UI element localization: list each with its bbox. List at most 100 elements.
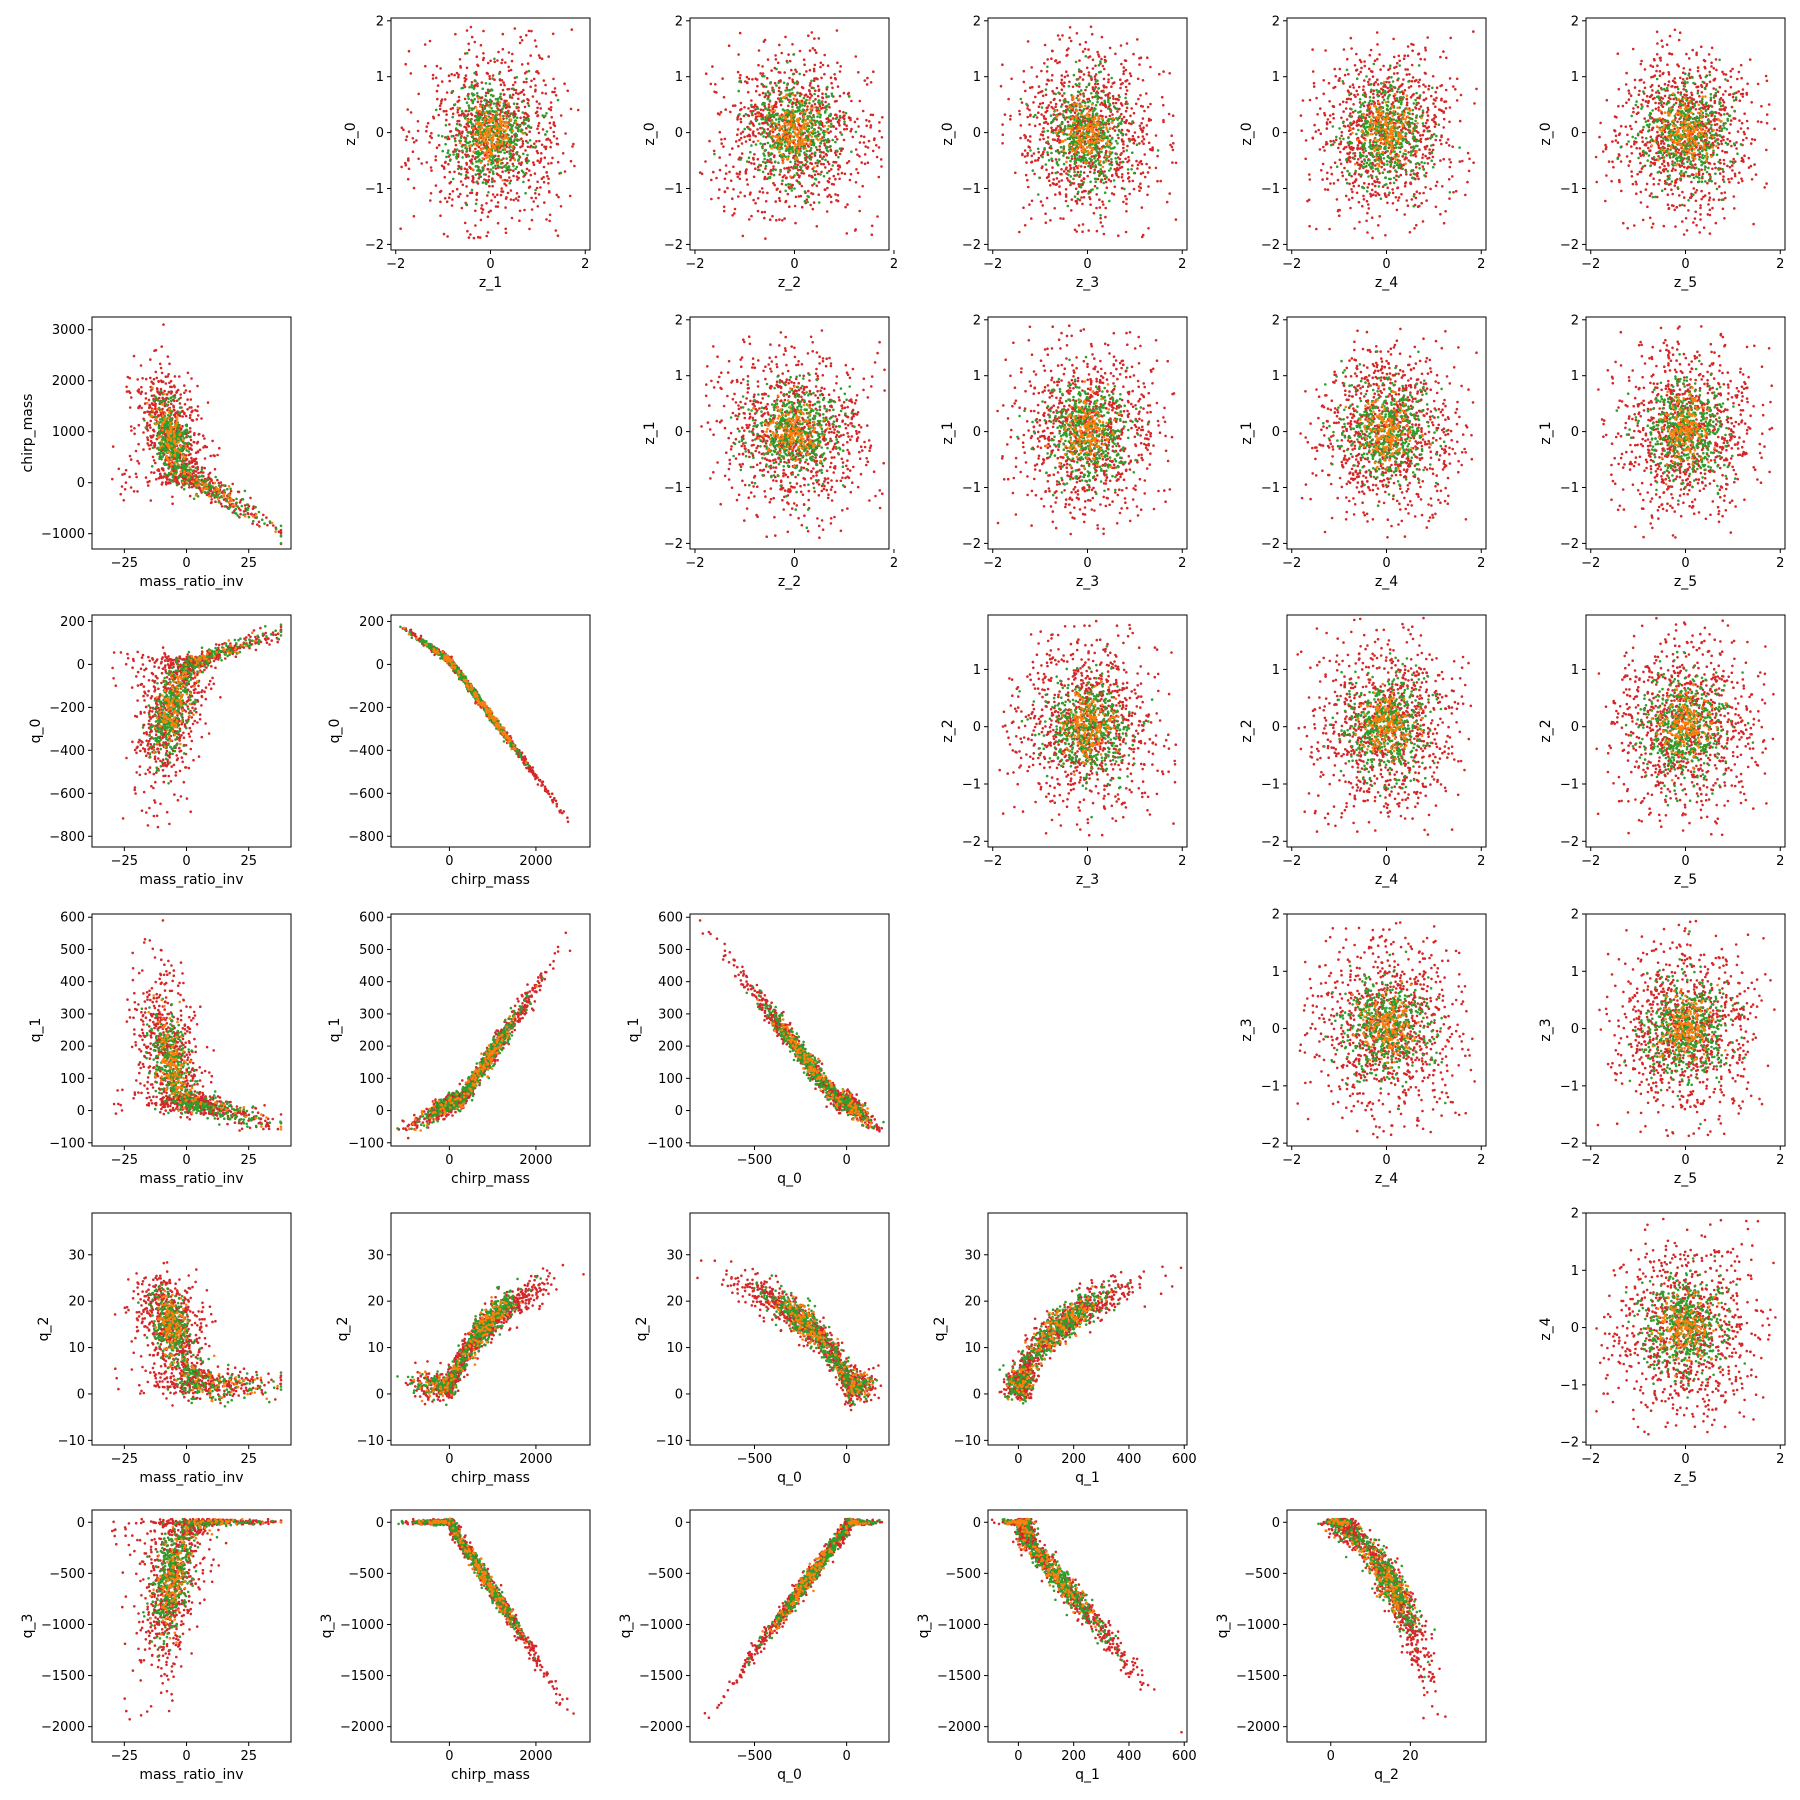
point: [1089, 188, 1093, 192]
point: [407, 130, 411, 133]
point: [863, 162, 867, 166]
point: [722, 145, 725, 148]
point: [783, 174, 786, 177]
point: [790, 186, 793, 190]
point: [1072, 134, 1075, 137]
point: [1116, 133, 1120, 137]
point: [1033, 124, 1037, 128]
point: [570, 28, 574, 31]
point: [1146, 193, 1149, 197]
point: [1138, 124, 1142, 128]
point: [1065, 177, 1069, 180]
point: [465, 29, 469, 32]
point: [812, 67, 816, 71]
point: [798, 103, 802, 106]
point: [800, 135, 803, 138]
point: [773, 109, 777, 112]
point: [1086, 153, 1089, 157]
y-tick-label: 2: [973, 14, 981, 29]
point: [1052, 118, 1055, 122]
point: [556, 98, 560, 102]
point: [490, 159, 494, 162]
point: [508, 123, 512, 127]
point: [719, 110, 723, 114]
point: [758, 190, 762, 193]
point: [469, 25, 473, 29]
point: [496, 221, 500, 225]
point: [1097, 64, 1101, 67]
point: [1322, 92, 1325, 96]
point: [520, 100, 524, 103]
point: [460, 145, 464, 148]
point: [1121, 132, 1125, 136]
point: [832, 174, 836, 178]
point: [502, 114, 505, 118]
point: [1368, 53, 1372, 57]
point: [1058, 141, 1061, 144]
point: [468, 140, 472, 144]
point: [1128, 192, 1131, 196]
point: [1056, 139, 1059, 142]
point: [809, 158, 812, 161]
point: [1034, 113, 1037, 117]
point: [740, 107, 743, 111]
point: [1086, 97, 1089, 101]
point: [775, 113, 779, 117]
point: [750, 111, 754, 115]
point: [444, 123, 448, 127]
point: [478, 129, 482, 133]
point: [710, 197, 713, 201]
point: [1077, 164, 1080, 168]
point: [1101, 132, 1104, 136]
point: [1422, 129, 1426, 132]
point: [739, 132, 743, 135]
point: [764, 92, 767, 95]
point: [501, 58, 504, 62]
point: [505, 150, 509, 154]
point: [808, 96, 812, 100]
point: [798, 72, 801, 76]
point: [791, 78, 794, 81]
point: [1145, 162, 1148, 166]
point: [472, 87, 476, 90]
point: [782, 81, 786, 85]
point: [856, 171, 860, 175]
point: [491, 157, 495, 160]
point: [829, 76, 833, 79]
point: [1377, 224, 1380, 227]
point: [487, 191, 490, 194]
point: [764, 135, 768, 139]
point: [1143, 153, 1146, 156]
point: [866, 146, 870, 149]
point: [807, 145, 810, 148]
point: [496, 150, 500, 154]
point: [554, 229, 558, 232]
point: [751, 78, 754, 81]
point: [1109, 147, 1113, 150]
point: [783, 95, 787, 99]
point: [476, 235, 480, 239]
point: [811, 184, 814, 187]
point: [817, 101, 820, 104]
point: [1050, 129, 1054, 132]
point: [1028, 108, 1031, 112]
point: [509, 152, 513, 155]
point: [794, 68, 797, 72]
point: [476, 142, 479, 146]
point: [828, 177, 831, 180]
point: [1124, 85, 1128, 89]
point: [445, 136, 449, 139]
point: [737, 53, 740, 56]
point: [1110, 85, 1113, 88]
point: [404, 62, 408, 66]
point: [1026, 139, 1030, 142]
point: [1334, 74, 1337, 78]
point: [1110, 137, 1114, 140]
point: [515, 175, 519, 178]
point: [1062, 162, 1066, 166]
point: [507, 51, 511, 54]
point: [1104, 151, 1108, 155]
point: [756, 165, 760, 169]
point: [1392, 55, 1396, 59]
point: [805, 98, 808, 102]
